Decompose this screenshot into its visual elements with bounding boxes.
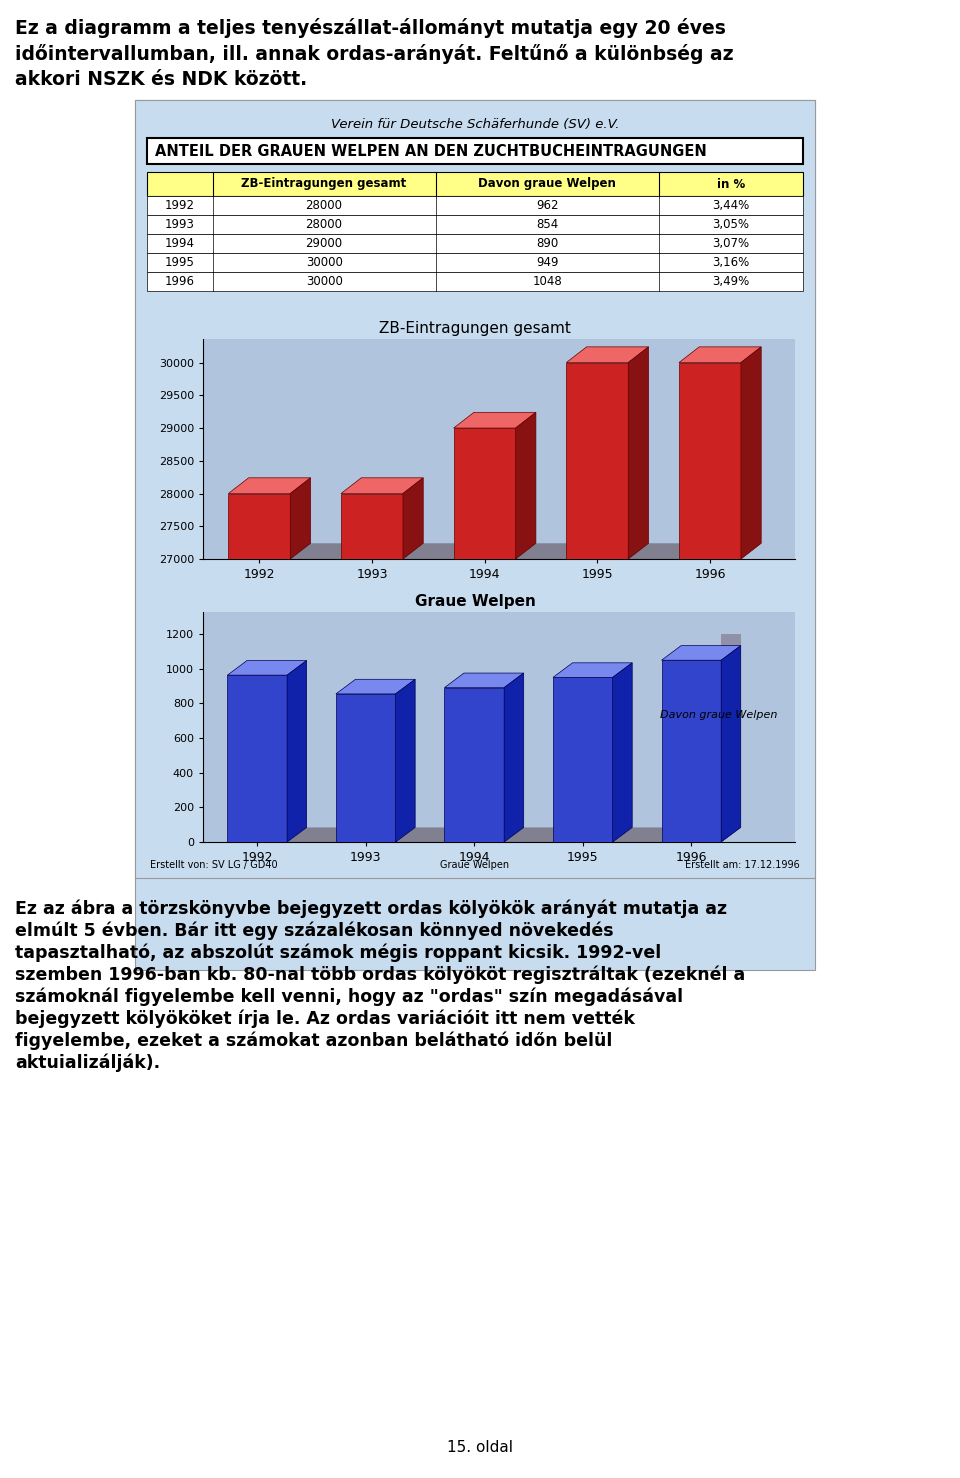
Polygon shape xyxy=(504,672,524,842)
Text: tapasztalható, az abszolút számok mégis roppant kicsik. 1992-vel: tapasztalható, az abszolút számok mégis … xyxy=(15,944,661,962)
Text: 3,05%: 3,05% xyxy=(712,217,750,231)
Text: 1994: 1994 xyxy=(165,236,195,250)
Text: Erstellt von: SV LG / GD40: Erstellt von: SV LG / GD40 xyxy=(150,860,277,871)
Polygon shape xyxy=(566,347,649,362)
Bar xyxy=(341,494,403,559)
Polygon shape xyxy=(516,412,536,559)
Text: elmúlt 5 évben. Bár itt egy százalékosan könnyed növekedés: elmúlt 5 évben. Bár itt egy százalékosan… xyxy=(15,922,613,940)
Bar xyxy=(147,171,803,197)
Polygon shape xyxy=(553,662,633,677)
Text: 28000: 28000 xyxy=(305,217,343,231)
Text: 30000: 30000 xyxy=(305,256,343,269)
Polygon shape xyxy=(287,661,306,842)
Text: Erstellt am: 17.12.1996: Erstellt am: 17.12.1996 xyxy=(685,860,800,871)
Text: 1048: 1048 xyxy=(532,275,562,288)
Polygon shape xyxy=(228,477,311,494)
Bar xyxy=(444,687,504,842)
Polygon shape xyxy=(290,477,311,559)
Bar xyxy=(147,234,803,253)
Polygon shape xyxy=(396,680,415,842)
Text: 3,16%: 3,16% xyxy=(712,256,750,269)
Text: Verein für Deutsche Schäferhunde (SV) e.V.: Verein für Deutsche Schäferhunde (SV) e.… xyxy=(331,118,619,132)
Text: 854: 854 xyxy=(536,217,559,231)
Text: ZB-Eintragungen gesamt: ZB-Eintragungen gesamt xyxy=(379,321,571,336)
Text: Davon graue Welpen: Davon graue Welpen xyxy=(660,711,778,720)
Polygon shape xyxy=(454,412,536,429)
Polygon shape xyxy=(679,347,761,362)
Text: 1993: 1993 xyxy=(165,217,195,231)
Text: szemben 1996-ban kb. 80-nal több ordas kölyököt regisztráltak (ezeknél a: szemben 1996-ban kb. 80-nal több ordas k… xyxy=(15,967,745,984)
Polygon shape xyxy=(336,680,415,693)
Polygon shape xyxy=(228,661,306,675)
Bar xyxy=(336,693,396,842)
Bar xyxy=(135,101,815,878)
Bar xyxy=(679,362,741,559)
Bar xyxy=(553,677,612,842)
Polygon shape xyxy=(341,477,423,494)
Text: 15. oldal: 15. oldal xyxy=(447,1440,513,1454)
Bar xyxy=(228,675,287,842)
Text: figyelembe, ezeket a számokat azonban belátható időn belül: figyelembe, ezeket a számokat azonban be… xyxy=(15,1032,612,1051)
Text: 3,44%: 3,44% xyxy=(712,200,750,211)
Bar xyxy=(147,253,803,272)
Text: Ez az ábra a törzskönyvbe bejegyzett ordas kölyökök arányát mutatja az: Ez az ábra a törzskönyvbe bejegyzett ord… xyxy=(15,900,727,918)
Text: 962: 962 xyxy=(536,200,559,211)
Text: in %: in % xyxy=(717,177,745,191)
Text: ANTEIL DER GRAUEN WELPEN AN DEN ZUCHTBUCHEINTRAGUNGEN: ANTEIL DER GRAUEN WELPEN AN DEN ZUCHTBUC… xyxy=(155,143,707,158)
Text: számoknál figyelembe kell venni, hogy az "ordas" szín megadásával: számoknál figyelembe kell venni, hogy az… xyxy=(15,987,684,1007)
Polygon shape xyxy=(444,672,524,687)
Bar xyxy=(454,429,516,559)
Polygon shape xyxy=(721,646,741,842)
Text: Davon graue Welpen: Davon graue Welpen xyxy=(478,177,616,191)
Polygon shape xyxy=(661,646,741,661)
Bar xyxy=(147,197,803,214)
Polygon shape xyxy=(403,477,423,559)
Text: akkori NSZK és NDK között.: akkori NSZK és NDK között. xyxy=(15,69,307,89)
Text: bejegyzett kölyököket írja le. Az ordas variációit itt nem vették: bejegyzett kölyököket írja le. Az ordas … xyxy=(15,1009,635,1029)
Polygon shape xyxy=(628,347,649,559)
Bar xyxy=(147,214,803,234)
Bar xyxy=(135,101,815,970)
Bar xyxy=(741,362,761,544)
Text: 30000: 30000 xyxy=(305,275,343,288)
Text: aktuializálják).: aktuializálják). xyxy=(15,1054,160,1073)
Text: 1995: 1995 xyxy=(165,256,195,269)
Text: 29000: 29000 xyxy=(305,236,343,250)
Bar xyxy=(721,634,741,828)
Text: 1996: 1996 xyxy=(165,275,195,288)
Text: 1992: 1992 xyxy=(165,200,195,211)
Bar xyxy=(147,272,803,291)
Text: ZB-Eintragungen gesamt: ZB-Eintragungen gesamt xyxy=(242,177,407,191)
Text: 949: 949 xyxy=(536,256,559,269)
Text: 28000: 28000 xyxy=(305,200,343,211)
Bar xyxy=(566,362,628,559)
Text: 3,07%: 3,07% xyxy=(712,236,750,250)
Text: Graue Welpen: Graue Welpen xyxy=(415,594,536,609)
Polygon shape xyxy=(228,828,741,842)
Bar xyxy=(147,137,803,164)
Text: 890: 890 xyxy=(536,236,559,250)
Bar xyxy=(661,661,721,842)
Text: Ez a diagramm a teljes tenyészállat-állományt mutatja egy 20 éves: Ez a diagramm a teljes tenyészállat-állo… xyxy=(15,18,726,38)
Polygon shape xyxy=(228,544,761,559)
Polygon shape xyxy=(612,662,633,842)
Text: időintervallumban, ill. annak ordas-arányát. Feltűnő a különbség az: időintervallumban, ill. annak ordas-arán… xyxy=(15,44,733,64)
Text: Graue Welpen: Graue Welpen xyxy=(441,860,510,871)
Polygon shape xyxy=(741,347,761,559)
Text: 3,49%: 3,49% xyxy=(712,275,750,288)
Bar xyxy=(228,494,290,559)
